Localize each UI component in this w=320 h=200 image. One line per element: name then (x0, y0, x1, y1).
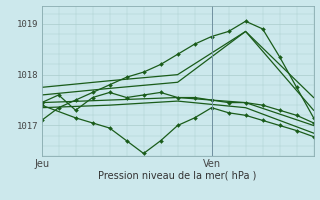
X-axis label: Pression niveau de la mer( hPa ): Pression niveau de la mer( hPa ) (99, 170, 257, 180)
